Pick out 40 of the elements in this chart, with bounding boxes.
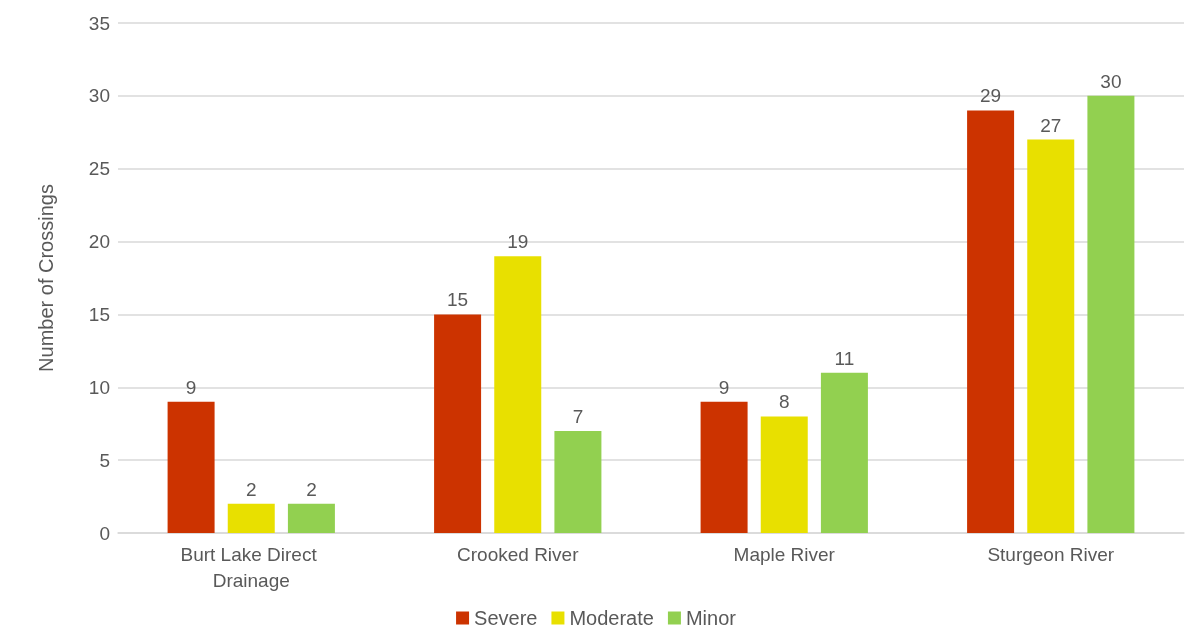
data-label: 9 [185,376,197,398]
data-label: 11 [834,347,855,369]
bar [820,372,868,533]
data-label: 7 [572,406,584,427]
data-label: 27 [1040,114,1062,136]
bar [700,401,748,533]
legend-label: Moderate [569,607,654,629]
bar [554,431,602,533]
y-tick-label: 15 [88,303,110,325]
bar [287,503,335,533]
data-label: 29 [980,85,1002,107]
bar [167,401,215,533]
data-label: 15 [447,289,469,311]
legend-label: Severe [474,607,538,629]
legend-label: Minor [685,607,737,629]
data-label: 19 [507,231,529,253]
bar [760,416,808,533]
data-label: 2 [245,478,257,500]
bar [227,503,275,533]
data-label: 2 [306,478,317,500]
x-tick-label: Sturgeon River [987,543,1115,565]
bar [494,256,542,533]
y-tick-label: 10 [88,376,110,398]
y-tick-label: 20 [88,231,110,253]
bar [1087,95,1135,533]
bar [967,110,1015,533]
data-label: 30 [1100,70,1122,92]
y-tick-label: 5 [99,449,110,471]
data-label: 8 [778,391,790,413]
y-tick-label: 0 [99,522,110,544]
x-tick-label: Maple River [733,543,836,565]
y-tick-label: 35 [88,12,110,34]
bar [434,314,482,533]
y-axis-title: Number of Crossings [35,184,57,372]
bar [1027,139,1075,533]
x-tick-label: Crooked River [457,543,580,565]
y-tick-label: 25 [88,158,110,180]
x-tick-label: Burt Lake Direct Drainage [180,543,322,591]
y-tick-label: 30 [88,85,110,107]
data-label: 9 [718,376,730,398]
